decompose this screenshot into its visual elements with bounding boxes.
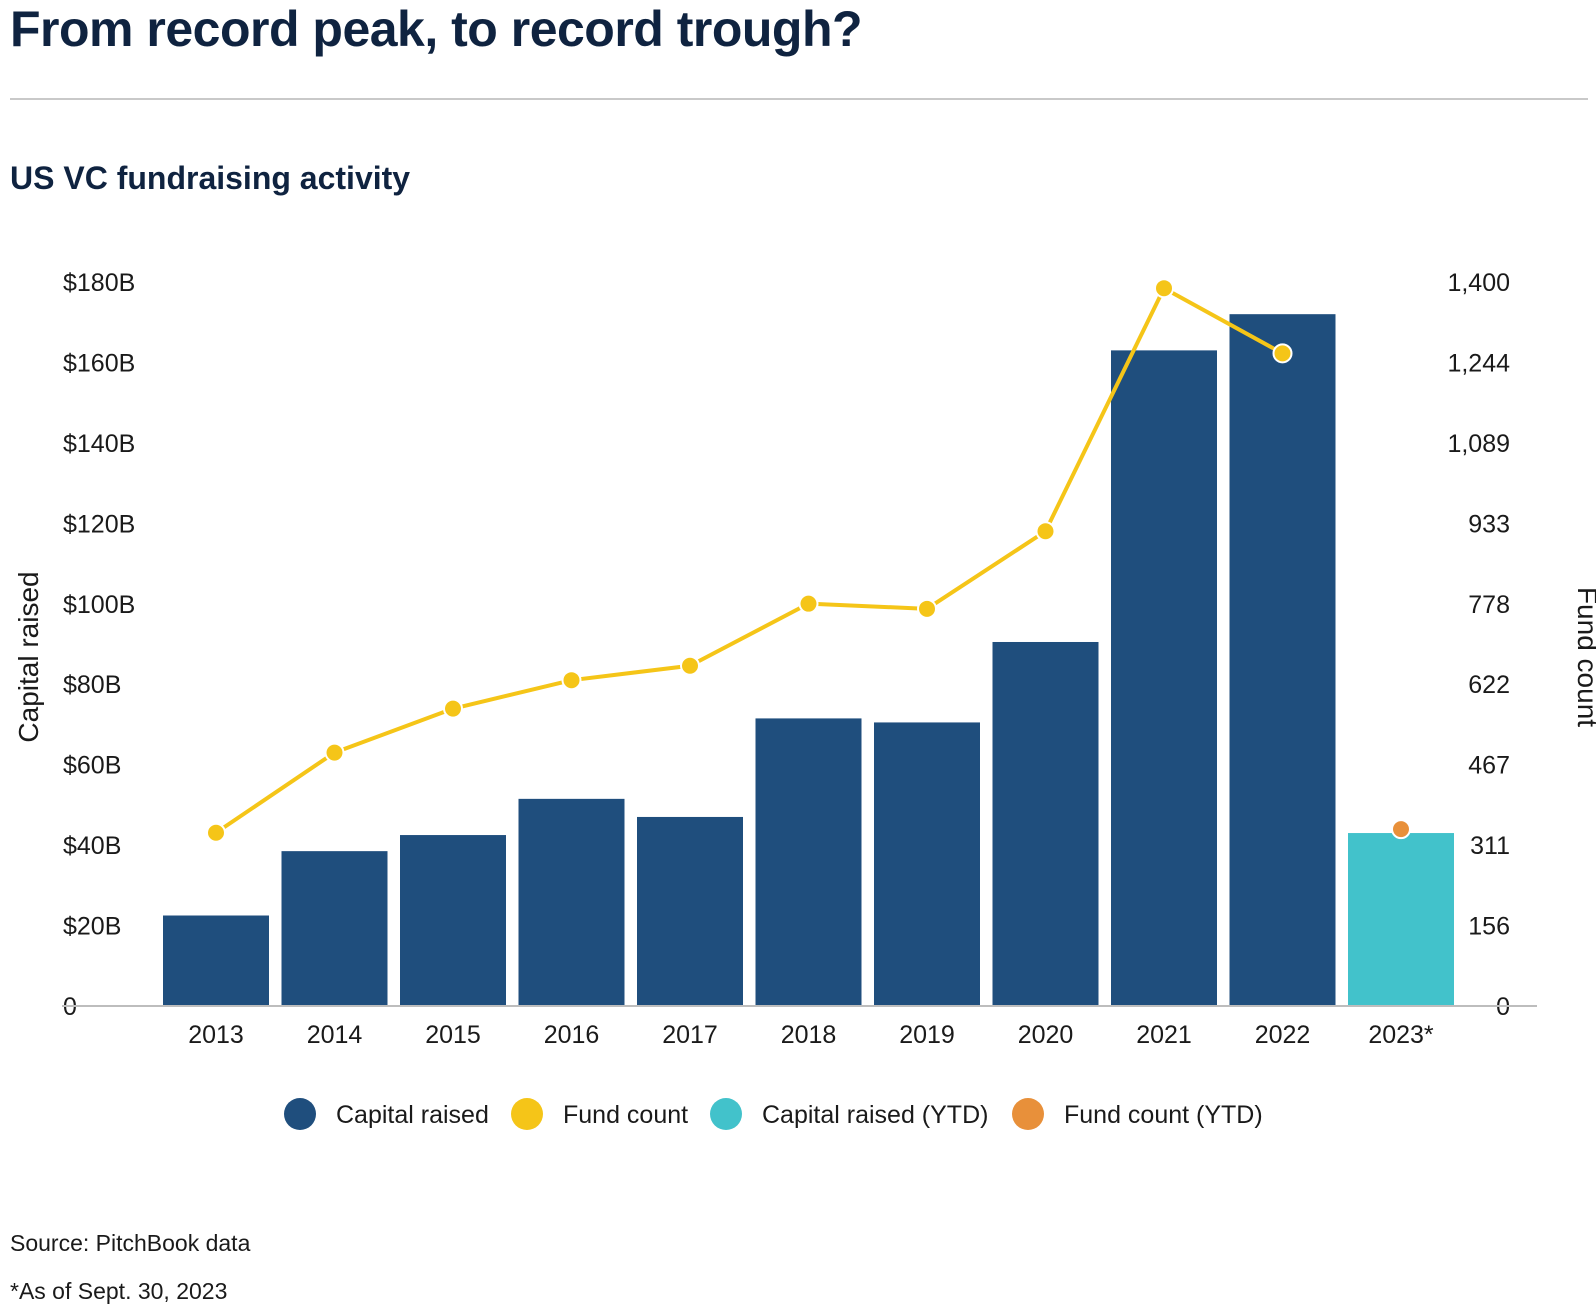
x-tick-label: 2018 (781, 1021, 837, 1049)
left-axis-ticks: 0$20B$40B$60B$80B$100B$120B$140B$160B$18… (63, 269, 135, 1021)
right-axis-title: Fund count (1572, 587, 1596, 727)
fund-count-point (1035, 521, 1056, 542)
left-axis-title: Capital raised (13, 571, 44, 742)
y-tick-label: $40B (63, 832, 121, 860)
fund-count-point (680, 655, 700, 676)
y2-tick-label: 1,244 (1447, 349, 1510, 377)
x-tick-label: 2021 (1136, 1021, 1192, 1049)
x-tick-label: 2015 (425, 1021, 481, 1049)
x-tick-label: 2016 (544, 1021, 600, 1049)
page-headline: From record peak, to record trough? (10, 1, 863, 57)
y2-tick-label: 1,089 (1447, 430, 1510, 458)
bar-capital (281, 851, 388, 1006)
legend-label: Capital raised (YTD) (762, 1101, 988, 1129)
fund-count-point (443, 698, 463, 719)
y2-tick-label: 622 (1468, 671, 1510, 699)
y2-tick-label: 311 (1470, 832, 1510, 860)
y-tick-label: $120B (63, 510, 135, 538)
y-tick-label: $100B (63, 591, 135, 619)
y-tick-label: $160B (63, 349, 135, 377)
fund-count-point (798, 593, 819, 614)
bar-capital (518, 798, 625, 1006)
fund-count-point (917, 598, 937, 619)
bar-capital (1111, 350, 1217, 1006)
y2-tick-label: 1,400 (1447, 269, 1510, 297)
chart-legend: Capital raised Fund count Capital raised (… (284, 1098, 1263, 1130)
fund-count-ytd-point (1391, 819, 1411, 840)
bar-capital (637, 816, 743, 1006)
bar-capital (992, 641, 1099, 1006)
source-note: Source: PitchBook data (10, 1230, 251, 1256)
fund-count-point (1272, 343, 1293, 364)
x-tick-label: 2013 (188, 1021, 244, 1049)
bar-capital (874, 722, 980, 1006)
bar-series (163, 314, 1454, 1006)
x-tick-label: 2022 (1255, 1021, 1311, 1049)
legend-label: Capital raised (336, 1101, 489, 1129)
y2-tick-label: 156 (1468, 913, 1510, 941)
footnote: *As of Sept. 30, 2023 (10, 1278, 228, 1304)
legend-label: Fund count (563, 1101, 688, 1129)
fund-count-point (1154, 278, 1174, 299)
line-series (206, 278, 1411, 843)
y-tick-label: $80B (63, 671, 121, 699)
bar-capital (755, 718, 862, 1006)
y-tick-label: $20B (63, 913, 121, 941)
y-tick-label: $60B (63, 752, 121, 780)
chart-title: US VC fundraising activity (10, 160, 411, 196)
fundraising-chart: 0$20B$40B$60B$80B$100B$120B$140B$160B$18… (13, 269, 1596, 1130)
x-tick-label: 2017 (662, 1021, 718, 1049)
y2-tick-label: 467 (1468, 752, 1510, 780)
legend-swatch (511, 1098, 543, 1130)
fund-count-point (324, 742, 345, 763)
bar-capital (1229, 314, 1336, 1006)
fund-count-point (206, 822, 226, 843)
legend-swatch (710, 1098, 742, 1130)
x-axis-ticks: 2013 2014 2015 2016 2017 2018 2019 2020 2021 2022… (188, 1021, 1434, 1049)
legend-swatch (1012, 1098, 1044, 1130)
y-tick-label: $180B (63, 269, 135, 297)
legend-swatch (284, 1098, 316, 1130)
legend-label: Fund count (YTD) (1064, 1101, 1263, 1129)
fund-count-point (561, 670, 582, 691)
bar-capital-ytd (1348, 833, 1454, 1006)
bar-capital (400, 835, 506, 1006)
headline-divider (10, 98, 1588, 100)
x-tick-label: 2019 (899, 1021, 955, 1049)
bar-capital (163, 915, 269, 1006)
y2-tick-label: 778 (1468, 591, 1510, 619)
y2-tick-label: 933 (1468, 510, 1510, 538)
y-tick-label: $140B (63, 430, 135, 458)
x-tick-label: 2014 (307, 1021, 363, 1049)
x-tick-label: 2020 (1018, 1021, 1074, 1049)
x-tick-label: 2023* (1368, 1021, 1434, 1049)
fund-count-line (214, 286, 1284, 835)
